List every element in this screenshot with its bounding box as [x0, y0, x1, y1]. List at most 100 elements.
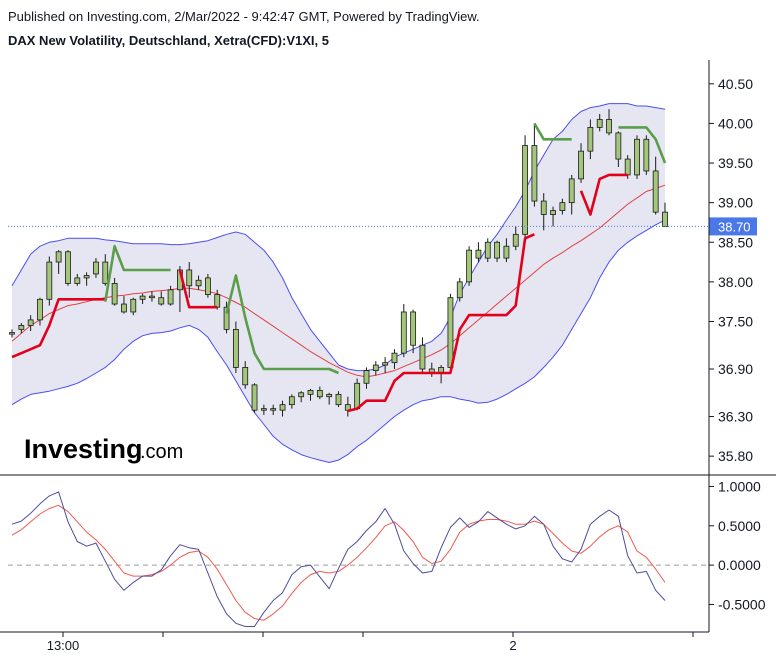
- candle-body: [550, 210, 556, 215]
- y-tick-label: 40.50: [718, 76, 753, 92]
- stop-line-red: [11, 173, 628, 413]
- band-lower-line: [11, 219, 666, 463]
- candle-body: [447, 297, 454, 368]
- candle-body: [326, 393, 333, 398]
- y-tick-label: 35.80: [718, 448, 753, 464]
- candle-body: [512, 233, 519, 247]
- candle-body: [475, 249, 482, 259]
- candle-body: [531, 145, 538, 202]
- candle-body: [363, 370, 370, 384]
- candle-body: [578, 150, 584, 180]
- y-tick-label: 36.90: [718, 361, 753, 377]
- candle-body: [391, 352, 398, 364]
- candle-body: [223, 306, 230, 330]
- last-price-label: 38.70: [718, 219, 751, 234]
- candle-body: [354, 382, 361, 410]
- axes: 38.70 40.50 40.00 39.50 39.00 38.50 38.00 37.50…: [0, 60, 776, 653]
- candle-body: [559, 202, 566, 211]
- candle-body: [568, 178, 575, 204]
- candle-body: [74, 277, 81, 284]
- band-upper-line: [11, 103, 666, 372]
- band-middle-line: [11, 184, 666, 378]
- candle-body: [456, 281, 463, 299]
- candle-body: [251, 384, 258, 411]
- candle-body: [111, 283, 118, 305]
- logo-suffix: .com: [140, 441, 183, 463]
- main-price-panel[interactable]: [8, 103, 709, 463]
- candle-body: [634, 138, 640, 176]
- x-tick-label: 2: [509, 638, 516, 653]
- oscillator-slow-line: [11, 504, 666, 621]
- y-tick-label: 37.50: [718, 313, 753, 329]
- oscillator-panel[interactable]: [8, 491, 709, 627]
- candle-body: [615, 132, 622, 160]
- osc-tick-label: 0.5000: [718, 518, 761, 534]
- candle-body: [316, 389, 323, 398]
- candle-body: [652, 170, 659, 213]
- candle-body: [242, 367, 249, 386]
- y-tick-label: 36.30: [718, 409, 753, 425]
- candle-body: [27, 319, 34, 326]
- investing-logo: Investing .com: [24, 434, 183, 464]
- y-tick-label: 40.00: [718, 115, 753, 131]
- candle-body: [83, 275, 90, 279]
- candle-body: [410, 311, 417, 346]
- chart-title: DAX New Volatility, Deutschland, Xetra(C…: [8, 33, 329, 48]
- candle-body: [93, 261, 99, 275]
- candle-body: [503, 245, 510, 259]
- candle-body: [494, 241, 500, 259]
- candle-body: [158, 297, 165, 305]
- osc-tick-label: -0.5000: [718, 596, 766, 612]
- oscillator-fast-line: [11, 491, 666, 627]
- candle-body: [232, 328, 239, 368]
- candle-body: [46, 261, 53, 300]
- candle-body: [204, 277, 211, 295]
- candle-body: [372, 364, 379, 371]
- candle-body: [288, 396, 295, 406]
- candle-body: [195, 279, 202, 287]
- candle-body: [298, 392, 305, 398]
- candle-body: [260, 408, 267, 411]
- candle-body: [335, 393, 342, 406]
- candle-body: [522, 145, 528, 235]
- candle-body: [214, 294, 221, 308]
- published-caption: Published on Investing.com, 2/Mar/2022 -…: [8, 9, 480, 24]
- x-tick-label: 13:00: [47, 638, 80, 653]
- candle-body: [186, 269, 193, 287]
- candle-body: [540, 200, 547, 215]
- candle-body: [643, 138, 650, 172]
- y-tick-label: 38.50: [718, 234, 753, 250]
- candle-body: [606, 119, 612, 134]
- candle-body: [662, 211, 668, 227]
- band-fill: [12, 103, 665, 463]
- candle-body: [121, 303, 127, 313]
- candle-body: [484, 241, 491, 259]
- candle-body: [400, 311, 407, 354]
- candle-body: [102, 261, 109, 284]
- candle-body: [307, 389, 314, 395]
- candle-body: [139, 295, 146, 300]
- candle-body: [130, 298, 137, 313]
- osc-tick-label: 1.0000: [718, 478, 761, 494]
- candle-body: [65, 251, 71, 284]
- logo-text: Investing: [24, 434, 143, 464]
- osc-tick-label: 0.0000: [718, 557, 761, 573]
- candle-body: [419, 344, 426, 370]
- stop-line-green: [104, 122, 667, 375]
- candle-body: [382, 362, 389, 366]
- candle-body: [167, 289, 174, 305]
- y-tick-label: 39.50: [718, 155, 753, 171]
- candle-body: [270, 408, 277, 411]
- candle-body: [55, 251, 62, 263]
- candle-body: [466, 249, 473, 283]
- candle-body: [18, 325, 25, 330]
- candle-body: [624, 158, 631, 176]
- last-price-badge: [709, 217, 757, 236]
- candle-body: [279, 404, 286, 411]
- candle-body: [587, 126, 594, 152]
- y-tick-label: 38.00: [718, 274, 753, 290]
- candle-body: [596, 119, 603, 128]
- candle-body: [37, 298, 43, 321]
- candle-body: [9, 332, 15, 335]
